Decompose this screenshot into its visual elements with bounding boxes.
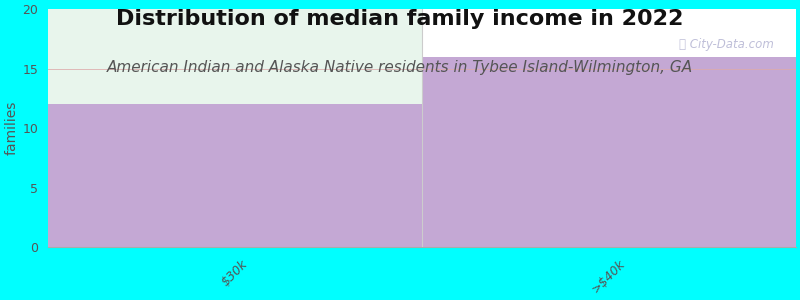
Text: Distribution of median family income in 2022: Distribution of median family income in … [116,9,684,29]
Bar [48,9,422,104]
Y-axis label: families: families [4,101,18,155]
Bar [422,57,796,248]
Bar [48,104,422,248]
Text: American Indian and Alaska Native residents in Tybee Island-Wilmington, GA: American Indian and Alaska Native reside… [107,60,693,75]
Bar [422,9,796,57]
Text: ⓘ City-Data.com: ⓘ City-Data.com [678,38,774,51]
